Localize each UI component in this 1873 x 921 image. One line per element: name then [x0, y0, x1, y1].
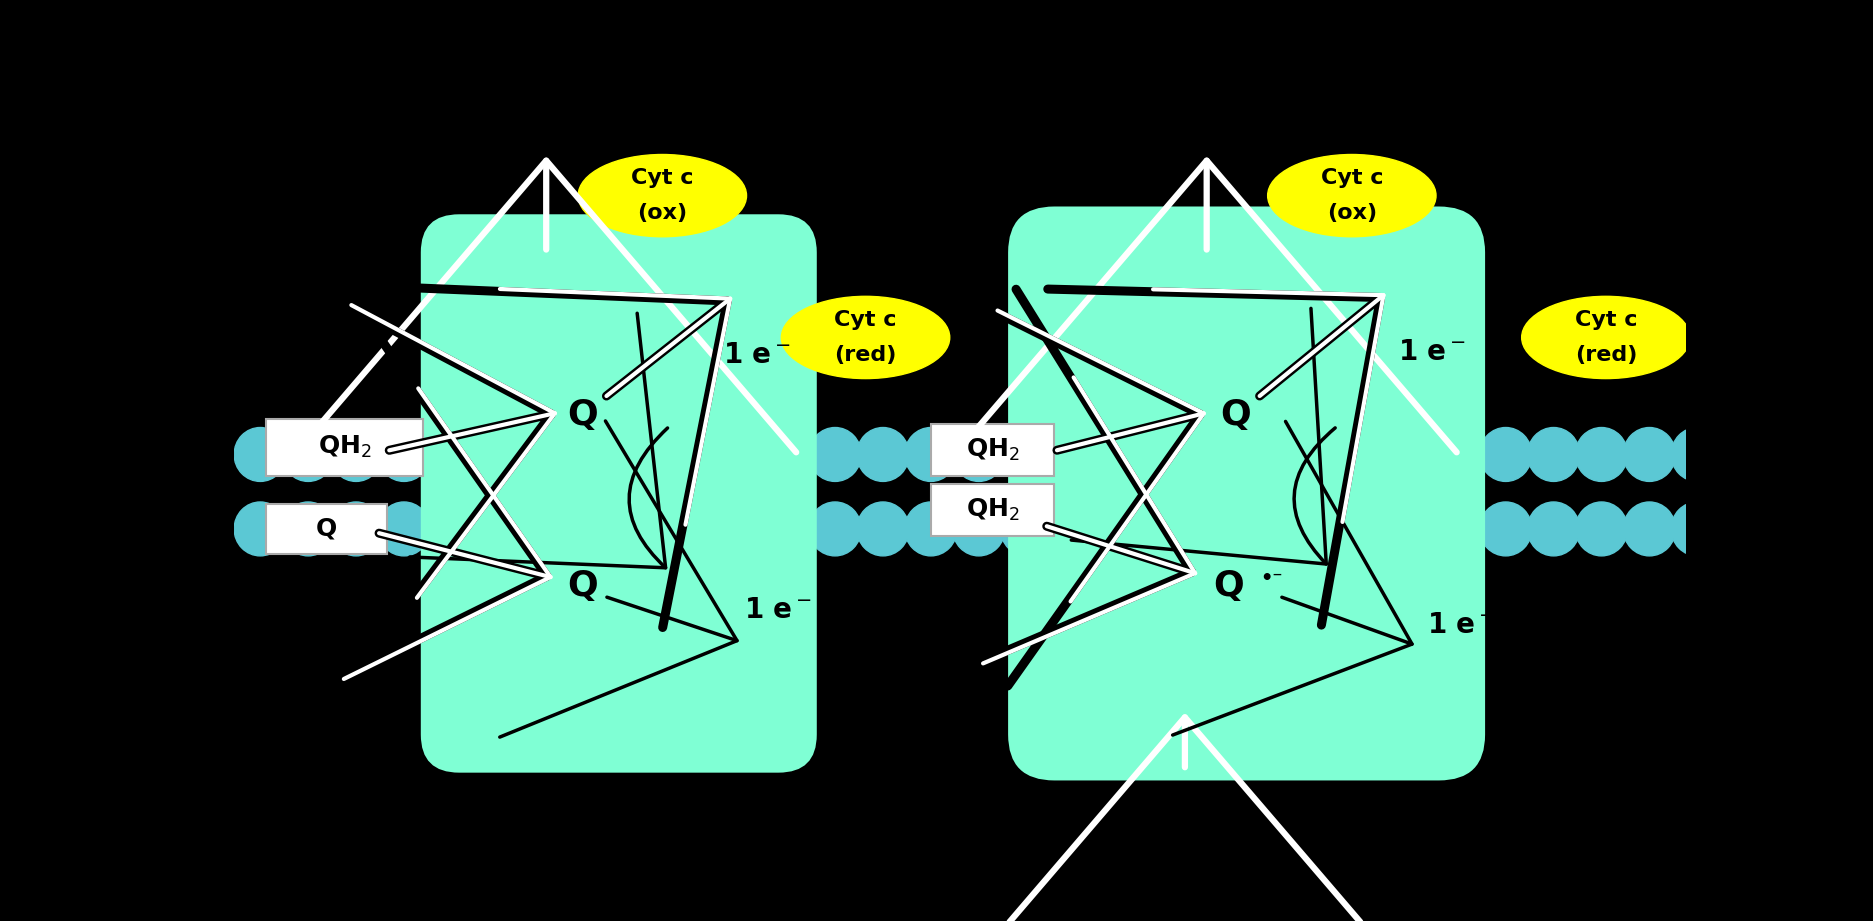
Ellipse shape	[1191, 427, 1244, 482]
FancyBboxPatch shape	[421, 215, 817, 773]
Ellipse shape	[1671, 427, 1723, 482]
Text: (red): (red)	[833, 345, 897, 366]
Ellipse shape	[665, 502, 717, 556]
Ellipse shape	[856, 502, 908, 556]
Text: (ox): (ox)	[1326, 204, 1377, 224]
Ellipse shape	[1144, 427, 1197, 482]
FancyBboxPatch shape	[1008, 206, 1485, 780]
Ellipse shape	[1528, 427, 1579, 482]
Ellipse shape	[1624, 502, 1676, 556]
Ellipse shape	[378, 427, 431, 482]
Ellipse shape	[569, 427, 622, 482]
Ellipse shape	[953, 502, 1006, 556]
FancyBboxPatch shape	[931, 484, 1054, 536]
Text: Q: Q	[568, 568, 597, 602]
FancyBboxPatch shape	[266, 504, 386, 554]
Ellipse shape	[1335, 427, 1388, 482]
Ellipse shape	[856, 427, 908, 482]
Ellipse shape	[1719, 502, 1772, 556]
Ellipse shape	[1191, 502, 1244, 556]
Ellipse shape	[474, 427, 526, 482]
Text: Q: Q	[1221, 399, 1251, 433]
Ellipse shape	[474, 502, 526, 556]
Ellipse shape	[1240, 427, 1292, 482]
Ellipse shape	[905, 427, 957, 482]
Ellipse shape	[330, 502, 382, 556]
Ellipse shape	[1096, 427, 1148, 482]
Ellipse shape	[1528, 502, 1579, 556]
Ellipse shape	[234, 502, 287, 556]
Text: 1 e$^-$: 1 e$^-$	[723, 341, 790, 369]
Ellipse shape	[1000, 427, 1053, 482]
Ellipse shape	[1000, 502, 1053, 556]
Text: Cyt c: Cyt c	[833, 309, 897, 330]
Ellipse shape	[579, 155, 747, 237]
Ellipse shape	[953, 427, 1006, 482]
Ellipse shape	[569, 502, 622, 556]
Text: Cyt c: Cyt c	[1575, 309, 1637, 330]
Ellipse shape	[1431, 427, 1483, 482]
Ellipse shape	[425, 502, 478, 556]
Ellipse shape	[1719, 427, 1772, 482]
Ellipse shape	[1144, 502, 1197, 556]
Ellipse shape	[1575, 427, 1628, 482]
Ellipse shape	[283, 427, 333, 482]
Ellipse shape	[1240, 502, 1292, 556]
Ellipse shape	[714, 502, 766, 556]
Text: QH$_2$: QH$_2$	[966, 437, 1019, 463]
FancyBboxPatch shape	[266, 419, 423, 476]
Ellipse shape	[1431, 502, 1483, 556]
Ellipse shape	[809, 427, 862, 482]
Ellipse shape	[618, 427, 671, 482]
Ellipse shape	[809, 502, 862, 556]
Ellipse shape	[781, 297, 950, 379]
Ellipse shape	[1384, 502, 1437, 556]
Ellipse shape	[330, 427, 382, 482]
Text: Q: Q	[568, 399, 597, 433]
Text: Cyt c: Cyt c	[631, 168, 693, 188]
Ellipse shape	[760, 502, 813, 556]
Ellipse shape	[1624, 427, 1676, 482]
Text: 1 e$^-$: 1 e$^-$	[744, 597, 813, 624]
Ellipse shape	[760, 427, 813, 482]
Ellipse shape	[905, 502, 957, 556]
Ellipse shape	[1384, 427, 1437, 482]
Text: Q: Q	[317, 517, 337, 541]
Ellipse shape	[1335, 502, 1388, 556]
Ellipse shape	[234, 427, 287, 482]
Ellipse shape	[1289, 427, 1341, 482]
Ellipse shape	[1096, 502, 1148, 556]
Text: QH$_2$: QH$_2$	[318, 435, 371, 460]
Ellipse shape	[1480, 502, 1532, 556]
Ellipse shape	[1480, 427, 1532, 482]
Text: (ox): (ox)	[637, 204, 687, 224]
Ellipse shape	[618, 502, 671, 556]
Text: 1 e$^-$: 1 e$^-$	[1397, 338, 1467, 366]
Ellipse shape	[665, 427, 717, 482]
Ellipse shape	[521, 427, 573, 482]
Ellipse shape	[521, 502, 573, 556]
Ellipse shape	[378, 502, 431, 556]
Ellipse shape	[283, 502, 333, 556]
Ellipse shape	[1575, 502, 1628, 556]
Text: Q: Q	[1214, 568, 1244, 602]
Text: QH$_2$: QH$_2$	[966, 497, 1019, 523]
Ellipse shape	[1049, 502, 1101, 556]
Ellipse shape	[425, 427, 478, 482]
Text: (red): (red)	[1575, 345, 1637, 366]
Ellipse shape	[1521, 297, 1689, 379]
Ellipse shape	[1268, 155, 1437, 237]
Text: 1 e$^-$: 1 e$^-$	[1427, 611, 1495, 638]
Text: Cyt c: Cyt c	[1320, 168, 1382, 188]
Ellipse shape	[714, 427, 766, 482]
Ellipse shape	[1671, 502, 1723, 556]
Ellipse shape	[1289, 502, 1341, 556]
Ellipse shape	[1049, 427, 1101, 482]
FancyBboxPatch shape	[931, 424, 1054, 476]
Text: •⁻: •⁻	[1261, 569, 1283, 589]
